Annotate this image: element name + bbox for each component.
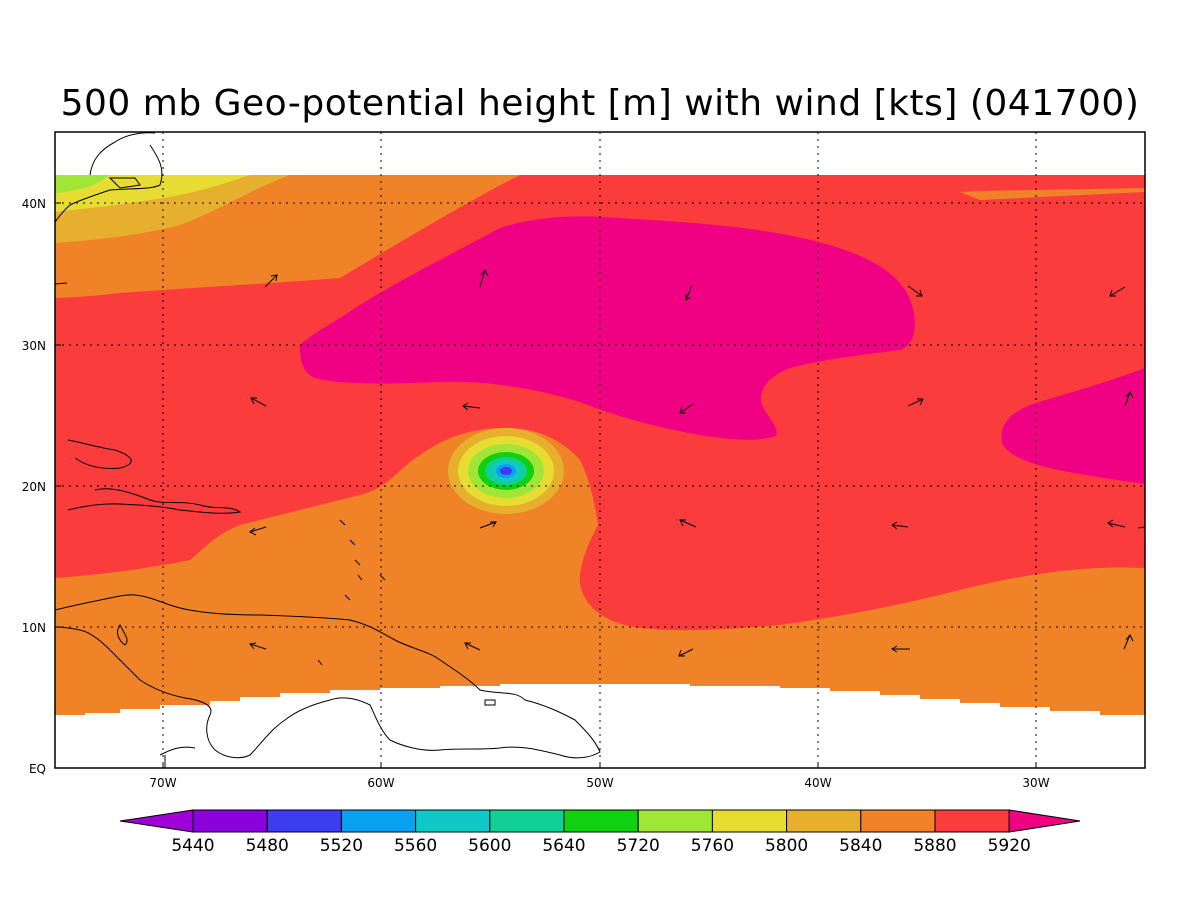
wind-arrow [1124,391,1134,407]
wind-arrow [907,285,923,297]
wind-arrow [1109,286,1126,297]
wind-arrow [891,645,910,653]
wind-arrow [249,526,267,536]
latitude-labels: 40N 30N 20N 10N EQ [22,197,46,776]
wind-arrow [250,397,267,407]
contour-5800-upper-left [55,175,250,212]
chart-title: 500 mb Geo-potential height [m] with win… [61,83,1140,124]
lat-label: 40N [22,197,46,211]
colorbar-swatch [266,809,342,833]
lon-label: 30W [1022,776,1049,790]
colorbar-label: 5520 [320,836,363,856]
colorbar-label: 5600 [468,836,511,856]
colorbar-swatch [934,809,1010,833]
wind-arrow [679,403,694,414]
colorbar-swatch [711,809,788,833]
coastlines [55,132,601,768]
colorbar-label: 5800 [765,836,808,856]
colorbar-label: 5920 [988,836,1031,856]
colorbar-swatch [489,809,565,833]
wind-arrow [54,282,68,285]
colorbar-swatch [415,809,491,833]
colorbar-label: 5880 [913,836,956,856]
wind-arrow [1107,519,1126,528]
colorbar-label: 5480 [246,836,289,856]
colorbar-label: 5840 [839,836,882,856]
wind-arrow [462,402,481,411]
no-data-region [55,684,1145,768]
wind-arrow [479,269,489,288]
contour-5760-upper-left [55,175,110,193]
longitude-labels: 70W 60W 50W 40W 30W [149,776,1049,790]
colorbar-swatch [637,809,713,833]
wind-arrow [264,274,278,288]
colorbar-label: 5720 [617,836,660,856]
wind-arrow [678,648,694,657]
lat-label: 10N [22,621,46,635]
colorbar-lower-extension [119,809,194,833]
wind-arrow [907,398,924,407]
lat-label: 30N [22,339,46,353]
colorbar-swatch [786,809,862,833]
colorbar-upper-extension [1008,809,1081,833]
colorbar-swatch [192,809,268,833]
contour-high-cell-east [1001,368,1145,484]
lon-label: 60W [367,776,394,790]
lat-label: 20N [22,480,46,494]
lon-label: 50W [586,776,613,790]
lat-label: EQ [29,762,46,776]
colorbar-swatch [860,809,936,833]
colorbar-swatch [340,809,417,833]
colorbar: 5440 5480 5520 5560 5600 5640 5720 5760 5800 5840… [119,809,1081,856]
colorbar-swatch [563,809,639,833]
colorbar-label: 5640 [542,836,585,856]
wind-vectors [54,269,1146,657]
wind-arrow [249,642,267,650]
colorbar-label: 5760 [691,836,734,856]
low-pressure-vortex [448,428,564,514]
wind-arrow [891,521,909,530]
colorbar-label: 5560 [394,836,437,856]
wind-arrow [1137,526,1146,529]
wind-arrow [479,521,497,529]
axis-ticks [55,202,1037,768]
wind-arrow [679,519,697,528]
colorbar-label: 5440 [171,836,214,856]
wind-arrow [1123,634,1134,650]
contour-high-cell [300,216,915,440]
gridlines [55,132,1145,768]
lon-label: 70W [149,776,176,790]
wind-arrow [685,284,693,301]
wind-arrow [464,642,481,651]
lon-label: 40W [804,776,831,790]
